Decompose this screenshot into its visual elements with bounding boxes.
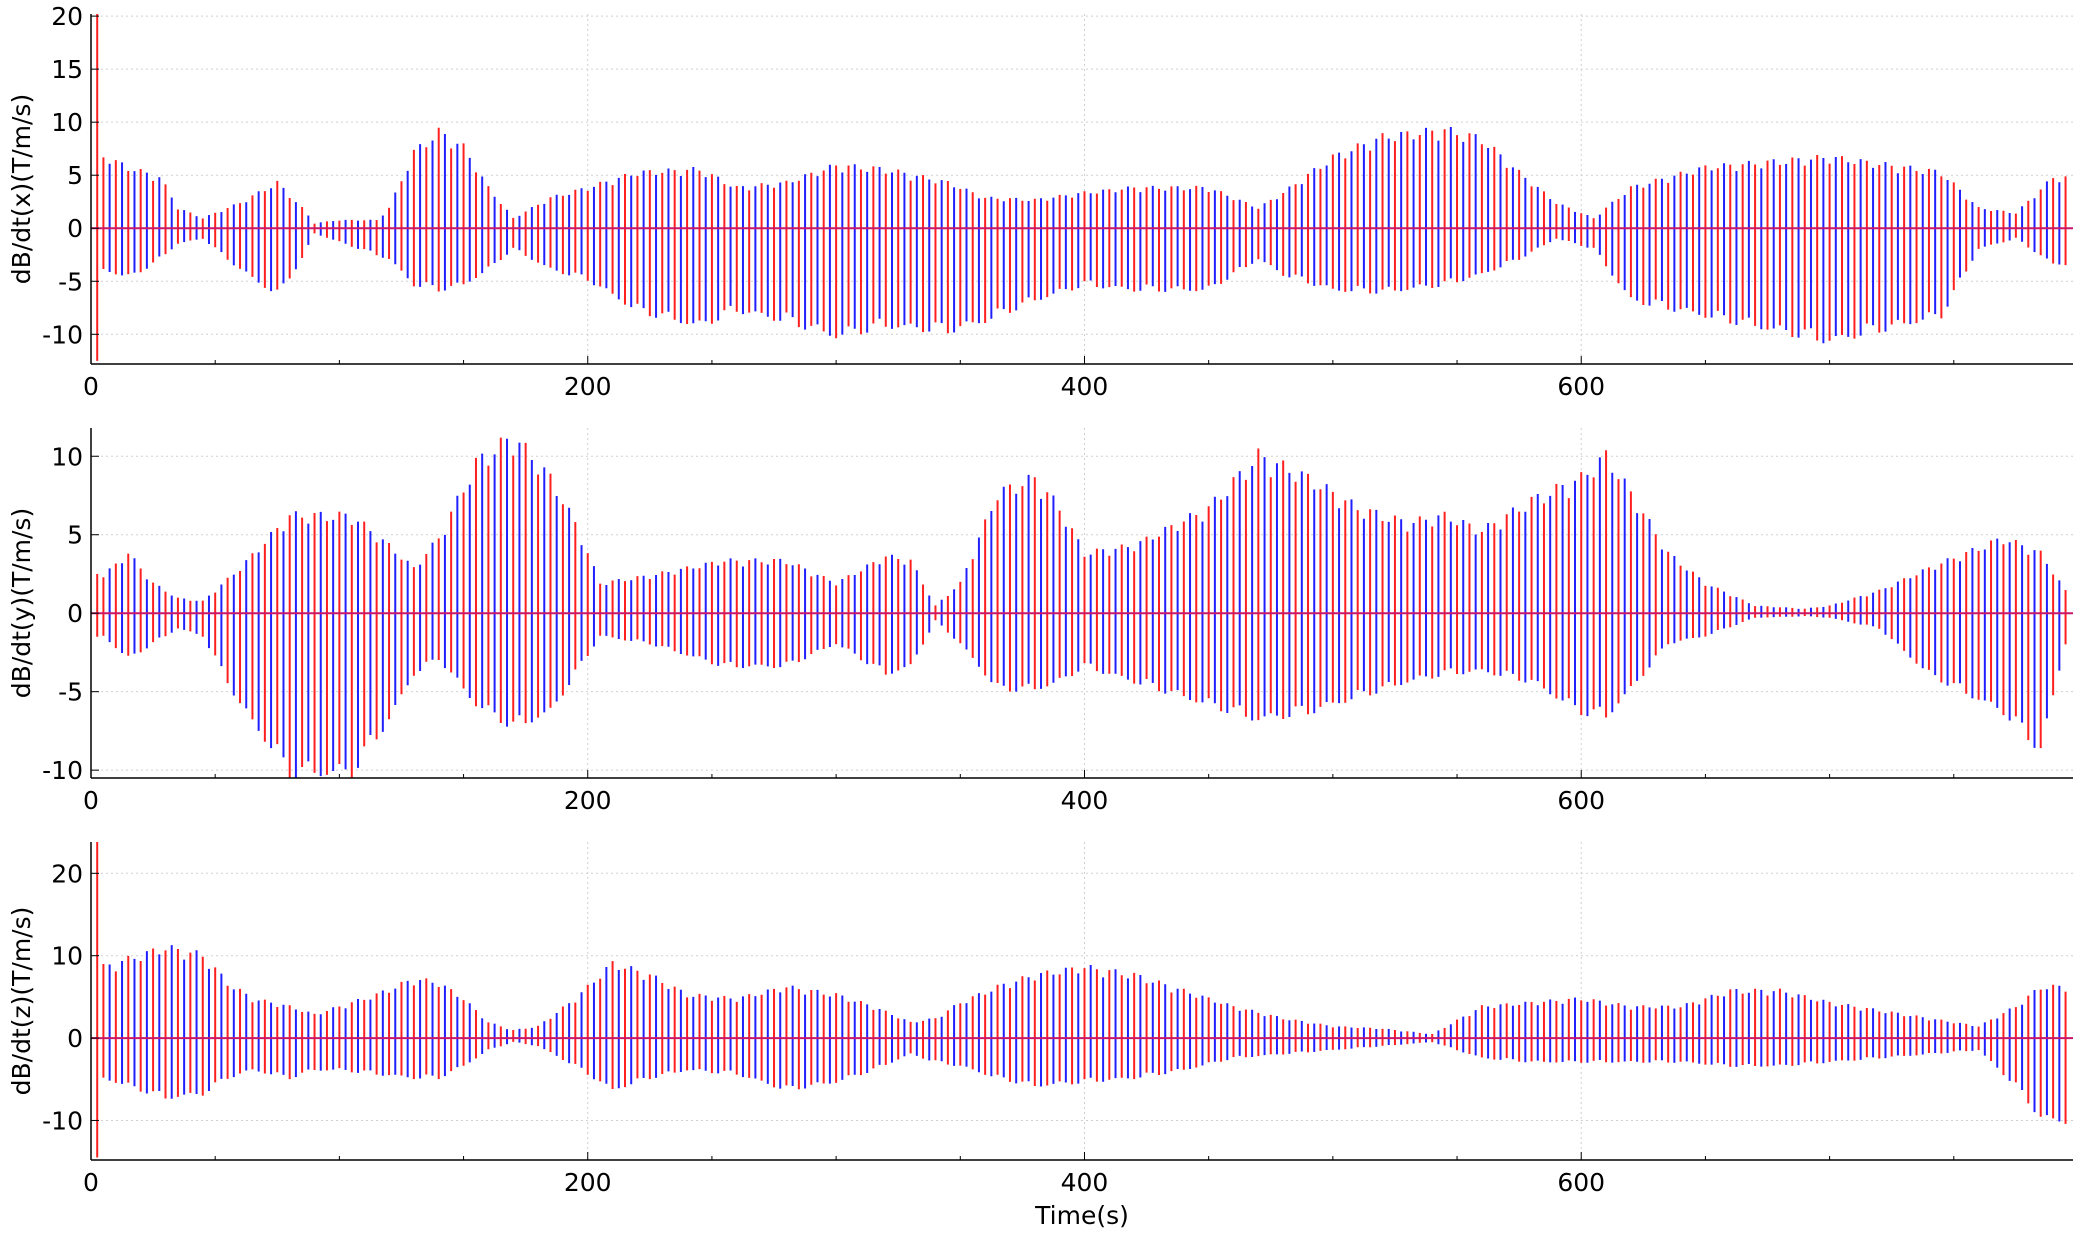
x-tick-label: 600 <box>1557 786 1605 815</box>
y-tick-label: -5 <box>58 267 83 296</box>
x-tick-label: 200 <box>564 1168 612 1197</box>
x-tick-label: 600 <box>1557 1168 1605 1197</box>
y-axis-title: dB/dt(y)(T/m/s) <box>7 508 36 698</box>
x-tick-label: 400 <box>1061 786 1109 815</box>
x-tick-label: 0 <box>83 1168 99 1197</box>
y-tick-label: 5 <box>67 521 83 550</box>
x-tick-label: 0 <box>83 786 99 815</box>
y-tick-label: 10 <box>51 442 83 471</box>
y-tick-label: -10 <box>42 320 83 349</box>
plot-area <box>96 14 2067 361</box>
y-axis-title: dB/dt(z)(T/m/s) <box>7 907 36 1096</box>
y-axis-title: dB/dt(x)(T/m/s) <box>7 94 36 284</box>
y-tick-label: 0 <box>67 599 83 628</box>
y-tick-label: 0 <box>67 1024 83 1053</box>
y-tick-label: -5 <box>58 678 83 707</box>
chart-panel-2: 0 200 400 600 -10 0 10 20 dB/dt(z)(T/m/s) Time(s) <box>7 842 2073 1230</box>
y-tick-label: -10 <box>42 1106 83 1135</box>
chart-panel-1: 0 200 400 600 -10 -5 0 5 10 dB/dt(y)(T/m/s) <box>7 428 2073 815</box>
y-tick-label: -10 <box>42 756 83 785</box>
x-tick-label: 200 <box>564 372 612 401</box>
y-tick-label: 20 <box>51 859 83 888</box>
plot-area <box>96 437 2067 778</box>
x-tick-label: 400 <box>1061 372 1109 401</box>
y-tick-label: 10 <box>51 942 83 971</box>
y-tick-label: 15 <box>51 55 83 84</box>
y-tick-label: 5 <box>67 161 83 190</box>
y-tick-label: 20 <box>51 2 83 31</box>
y-tick-label: 10 <box>51 108 83 137</box>
y-tick-label: 0 <box>67 214 83 243</box>
x-axis-title: Time(s) <box>1034 1201 1129 1229</box>
x-tick-label: 600 <box>1557 372 1605 401</box>
chart-panel-0: 0 200 400 600 -10 -5 0 5 10 15 20 dB/dt(x)(T/m/s) <box>7 2 2073 401</box>
plot-area <box>96 842 2067 1158</box>
x-tick-label: 400 <box>1061 1168 1109 1197</box>
x-tick-label: 0 <box>83 372 99 401</box>
x-tick-label: 200 <box>564 786 612 815</box>
